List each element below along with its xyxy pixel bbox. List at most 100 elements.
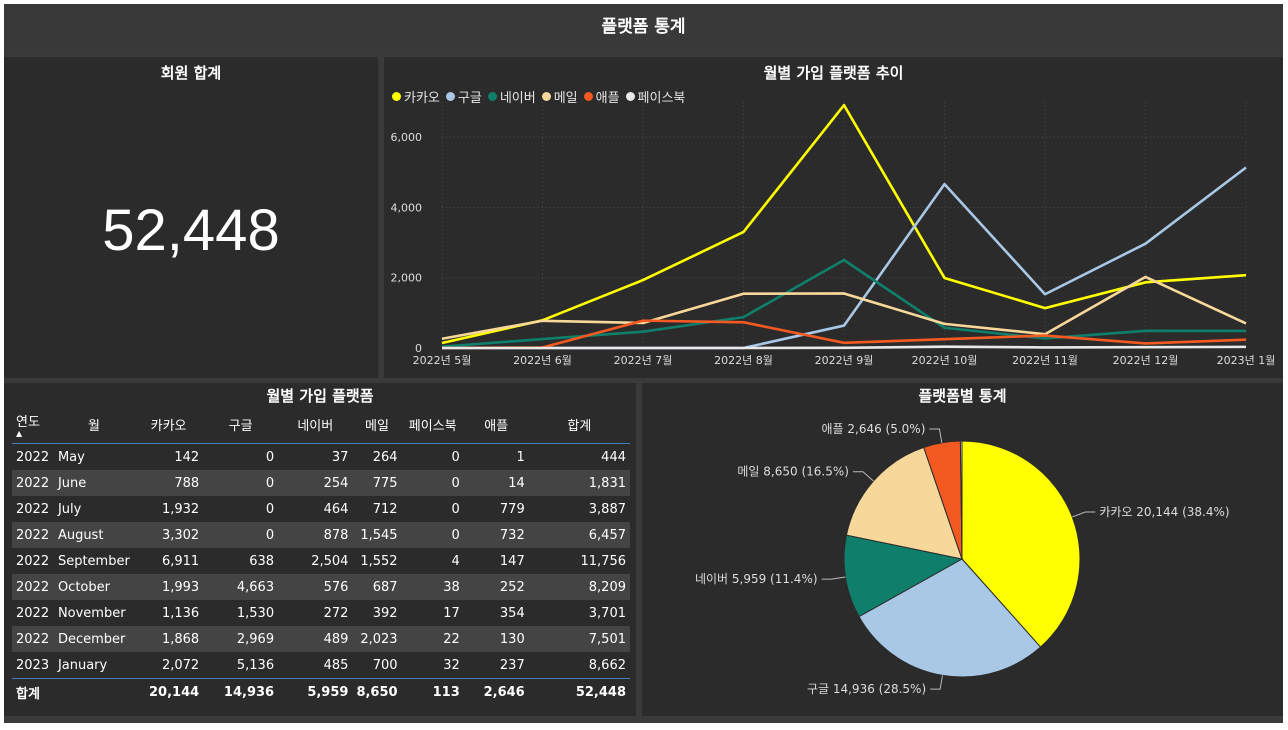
monthly-table-panel: 월별 가입 플랫폼 연도 ▲ 월 카카오 구글 네이버 메일 페이스북 애플 합계… [4,383,636,716]
value-cell: 6,457 [528,522,630,548]
legend-label: 구글 [457,91,482,106]
value-cell: 3,887 [528,496,630,522]
value-cell: 142 [133,443,204,470]
month-cell: October [53,574,134,600]
value-cell: 788 [133,470,204,496]
member-total-panel: 회원 합계 52,448 [4,57,378,378]
value-cell: 272 [278,600,353,626]
value-cell: 17 [401,600,464,626]
column-header-google[interactable]: 구글 [203,405,279,444]
legend-item[interactable]: 메일 [541,87,578,106]
value-cell: 14 [463,470,529,496]
value-cell: 5,136 [203,652,279,679]
value-cell: 392 [352,600,402,626]
value-cell: 237 [463,652,529,679]
x-tick-label: 2022년 10월 [912,354,978,367]
value-cell: 0 [203,522,279,548]
pie-slice-label: 구글 14,936 (28.5%) [807,682,926,696]
year-cell: 2022 [12,443,54,470]
value-cell: 7,501 [528,626,630,652]
pie-label-leader [852,471,874,482]
legend-label: 메일 [553,91,578,106]
value-cell: 2,023 [352,626,402,652]
x-tick-label: 2022년 9월 [815,354,874,367]
total-label: 합계 [12,678,54,705]
value-cell: 3,302 [133,522,204,548]
value-cell: 22 [401,626,464,652]
column-header-total[interactable]: 합계 [528,405,630,444]
kpi-value: 52,448 [102,198,280,263]
x-tick-label: 2022년 7월 [614,354,673,367]
column-header-facebook[interactable]: 페이스북 [401,405,464,444]
pie-slice-label: 네이버 5,959 (11.4%) [695,572,818,586]
value-cell: 1,545 [352,522,402,548]
table-total-row: 합계 20,144 14,936 5,959 8,650 113 2,646 5… [12,678,630,705]
legend-item[interactable]: 페이스북 [625,87,685,106]
month-cell: August [53,522,134,548]
value-cell: 1,831 [528,470,630,496]
value-cell: 732 [463,522,529,548]
column-header-month[interactable]: 월 [53,405,134,444]
value-cell: 0 [203,443,279,470]
total-cell: 52,448 [528,678,630,705]
column-header-apple[interactable]: 애플 [463,405,529,444]
year-cell: 2022 [12,626,54,652]
table-row: 2022 October 1,993 4,663 576 687 38 252 8,209 [12,574,630,600]
value-cell: 4,663 [203,574,279,600]
value-cell: 775 [352,470,402,496]
table-row: 2022 August 3,302 0 878 1,545 0 732 6,457 [12,522,630,548]
value-cell: 1,868 [133,626,204,652]
legend-item[interactable]: 애플 [583,87,620,106]
legend-label: 네이버 [499,91,536,106]
value-cell: 878 [278,522,353,548]
column-header-kakao[interactable]: 카카오 [133,405,204,444]
legend-item[interactable]: 구글 [445,87,482,106]
value-cell: 712 [352,496,402,522]
table-row: 2022 June 788 0 254 775 0 14 1,831 [12,470,630,496]
value-cell: 0 [401,470,464,496]
series-line [441,258,1247,348]
value-cell: 489 [278,626,353,652]
month-cell: July [53,496,134,522]
value-cell: 0 [401,443,464,470]
pie-label-leader [1072,511,1096,518]
value-cell: 8,662 [528,652,630,679]
monthly-signup-table: 연도 ▲ 월 카카오 구글 네이버 메일 페이스북 애플 합계 2022 May 14… [12,405,630,705]
month-cell: January [53,652,134,679]
column-header-year[interactable]: 연도 ▲ [12,405,54,444]
value-cell: 2,969 [203,626,279,652]
table-row: 2022 September 6,911 638 2,504 1,552 4 147 11,75… [12,548,630,574]
sort-asc-icon[interactable]: ▲ [16,428,23,438]
legend-label: 카카오 [404,91,440,106]
month-cell: September [53,548,134,574]
total-cell: 5,959 [278,678,353,705]
value-cell: 1,932 [133,496,204,522]
table-row: 2022 November 1,136 1,530 272 392 17 354 3,701 [12,600,630,626]
value-cell: 2,072 [133,652,204,679]
value-cell: 254 [278,470,353,496]
month-cell: November [53,600,134,626]
series-line [442,345,1247,350]
page-title: 플랫폼 통계 [601,17,686,37]
column-header-mail[interactable]: 메일 [352,405,402,444]
legend-dot [445,92,455,101]
value-cell: 11,756 [528,548,630,574]
y-tick-label: 4,000 [391,201,423,214]
kpi-title: 회원 합계 [160,64,222,82]
value-cell: 638 [203,548,279,574]
month-cell: May [53,443,134,470]
x-tick-label: 2023년 1월 [1217,354,1276,367]
table-row: 2022 December 1,868 2,969 489 2,023 22 130 7,501 [12,626,630,652]
value-cell: 0 [401,522,464,548]
year-cell: 2022 [12,496,54,522]
pie-slice-label: 메일 8,650 (16.5%) [737,465,849,479]
value-cell: 485 [278,652,353,679]
legend-item[interactable]: 네이버 [487,87,536,106]
value-cell: 147 [463,548,529,574]
legend-item[interactable]: 카카오 [392,87,440,106]
value-cell: 576 [278,574,353,600]
x-tick-label: 2022년 5월 [413,354,472,367]
column-header-naver[interactable]: 네이버 [278,405,353,444]
value-cell: 38 [401,574,464,600]
value-cell: 779 [463,496,529,522]
